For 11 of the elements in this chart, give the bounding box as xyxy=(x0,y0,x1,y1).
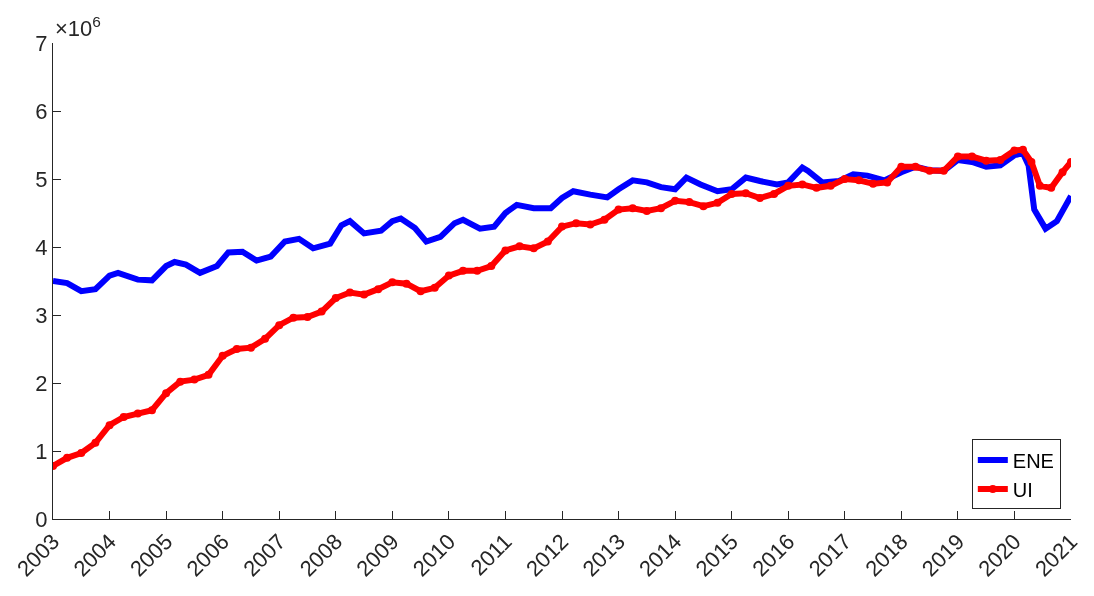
text: ×10$^{6}$ xyxy=(55,13,101,42)
y-tick-label: 4 xyxy=(35,234,48,260)
y-tick-label: 3 xyxy=(35,302,48,328)
legend-label: UI xyxy=(1012,478,1033,501)
y-tick-label: 0 xyxy=(35,506,48,532)
y-tick-label: 5 xyxy=(35,166,48,192)
y-tick-label: 6 xyxy=(35,98,48,124)
legend-label: ENE xyxy=(1012,449,1054,472)
y-tick-label: 7 xyxy=(35,30,48,56)
y-tick-label: 2 xyxy=(35,370,48,396)
y-tick-label: 1 xyxy=(35,438,48,464)
